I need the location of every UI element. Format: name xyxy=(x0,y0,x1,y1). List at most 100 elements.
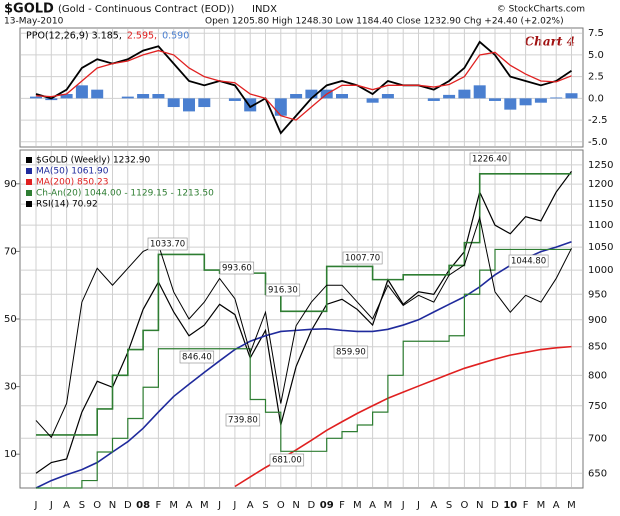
y2-tick-label: 70 xyxy=(4,246,17,257)
price-line xyxy=(35,170,572,474)
x-tick-label: M xyxy=(384,500,393,511)
legend-entry: MA(200) 850.23 xyxy=(36,178,108,188)
annotation: 916.30 xyxy=(268,286,298,296)
ppo-line xyxy=(35,40,573,135)
histogram-bar xyxy=(121,96,134,99)
x-tick-label: 09 xyxy=(320,500,334,511)
x-tick-label: A xyxy=(430,500,437,511)
x-tick-label: J xyxy=(34,500,38,511)
annotation: 1007.70 xyxy=(345,254,380,264)
x-tick-label: A xyxy=(369,500,376,511)
y2-tick-label: 90 xyxy=(4,179,17,190)
x-tick-label: S xyxy=(262,500,268,511)
annotation-box xyxy=(333,345,369,359)
annotation: 859.90 xyxy=(336,348,366,358)
legend-entry: PPO(12,26,9) 3.185, xyxy=(26,31,122,42)
x-tick-label: O xyxy=(93,500,101,511)
annotation-box xyxy=(147,237,188,251)
y-tick-label: 1000 xyxy=(588,265,613,276)
x-tick-label: F xyxy=(523,500,529,511)
indicator-line xyxy=(234,345,572,488)
ppo-line xyxy=(35,49,572,121)
y-tick-label: 1050 xyxy=(588,242,613,253)
x-tick-label: J xyxy=(416,500,420,511)
annotation-box xyxy=(469,152,510,166)
annotation: 681.00 xyxy=(272,456,302,466)
histogram-bar xyxy=(534,98,547,103)
annotation-box xyxy=(342,251,383,265)
annotation-box xyxy=(219,261,255,275)
exchange: INDX xyxy=(252,4,277,15)
x-tick-label: 10 xyxy=(503,500,517,511)
x-tick-label: D xyxy=(124,500,132,511)
x-tick-label: J xyxy=(217,500,221,511)
y-tick-label: 650 xyxy=(588,468,607,479)
x-tick-label: S xyxy=(79,500,85,511)
legend-entry: RSI(14) 70.92 xyxy=(36,200,98,210)
histogram-bar xyxy=(228,98,241,101)
y2-tick-label: 10 xyxy=(4,449,17,460)
histogram-bar xyxy=(75,85,88,99)
histogram-bar xyxy=(489,98,501,101)
annotation-box xyxy=(265,283,301,297)
x-tick-label: A xyxy=(63,500,70,511)
legend-entry: 0.590 xyxy=(162,31,189,42)
histogram-bar xyxy=(167,98,180,108)
annotation-box xyxy=(269,453,305,467)
x-tick-label: J xyxy=(401,500,405,511)
x-tick-label: O xyxy=(277,500,285,511)
y2-tick-label: 50 xyxy=(4,314,17,325)
y-tick-label: 950 xyxy=(588,289,607,300)
instrument-name: (Gold - Continuous Contract (EOD)) xyxy=(58,4,234,15)
annotation: 1044.80 xyxy=(511,257,546,267)
ppo-panel xyxy=(19,27,584,148)
histogram-bar xyxy=(550,97,563,99)
y-tick-label: 800 xyxy=(588,370,607,381)
x-tick-label: D xyxy=(491,500,499,511)
chart-label: Chart 4 xyxy=(525,35,575,49)
histogram-bar xyxy=(91,89,104,99)
y-tick-label: 7.5 xyxy=(588,28,604,39)
histogram-bar xyxy=(30,96,42,99)
annotation-box xyxy=(225,413,261,427)
legend-entry: MA(50) 1061.90 xyxy=(36,167,109,177)
y-tick-label: -2.5 xyxy=(588,115,608,126)
annotation: 993.60 xyxy=(222,264,252,274)
legend-swatch xyxy=(26,190,32,196)
legend-swatch xyxy=(26,179,32,185)
histogram-bar xyxy=(152,94,165,99)
date: 13-May-2010 xyxy=(4,17,64,27)
x-tick-label: D xyxy=(308,500,316,511)
y-tick-label: 850 xyxy=(588,342,607,353)
y-tick-label: -5.0 xyxy=(588,137,608,148)
histogram-bar xyxy=(290,94,303,99)
legend-entry: 2.595, xyxy=(127,31,157,42)
histogram-bar xyxy=(443,94,456,99)
x-tick-label: A xyxy=(186,500,193,511)
legend-swatch xyxy=(26,168,32,174)
histogram-bar xyxy=(198,98,211,108)
histogram-bar xyxy=(565,93,578,99)
x-tick-label: F xyxy=(339,500,345,511)
x-tick-label: F xyxy=(156,500,162,511)
x-tick-label: N xyxy=(109,500,116,511)
histogram-bar xyxy=(381,94,394,99)
histogram-bar xyxy=(519,98,532,106)
indicator-line xyxy=(35,215,572,439)
chandelier-lower xyxy=(36,248,572,489)
x-tick-label: N xyxy=(292,500,299,511)
histogram-bar xyxy=(366,98,379,103)
y-tick-label: 750 xyxy=(588,401,607,412)
histogram-bar xyxy=(473,85,486,99)
y-tick-label: 1250 xyxy=(588,160,613,171)
credit: © StockCharts.com xyxy=(497,5,585,15)
histogram-bar xyxy=(60,94,73,99)
x-tick-label: N xyxy=(476,500,483,511)
annotation-box xyxy=(179,350,215,364)
x-tick-label: S xyxy=(446,500,452,511)
x-tick-label: M xyxy=(353,500,362,511)
indicator-line xyxy=(36,173,572,436)
y-tick-label: 900 xyxy=(588,315,607,326)
y2-tick-label: 30 xyxy=(4,382,17,393)
